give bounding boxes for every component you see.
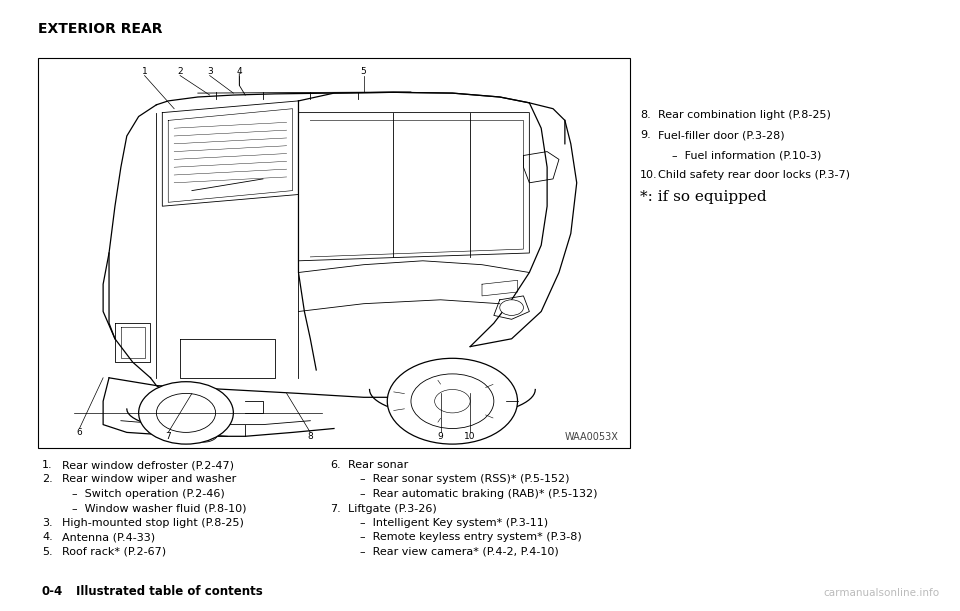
Text: 4: 4	[236, 67, 242, 76]
Text: 7.: 7.	[330, 503, 341, 513]
Text: Roof rack* (P.2-67): Roof rack* (P.2-67)	[62, 547, 166, 557]
Text: High-mounted stop light (P.8-25): High-mounted stop light (P.8-25)	[62, 518, 244, 528]
Ellipse shape	[156, 393, 216, 433]
Bar	[38, 58, 630, 448]
Text: –  Switch operation (P.2-46): – Switch operation (P.2-46)	[72, 489, 225, 499]
Ellipse shape	[387, 358, 517, 444]
Text: WAA0053X: WAA0053X	[564, 432, 618, 442]
Text: 9.: 9.	[640, 130, 651, 140]
Text: Rear window wiper and washer: Rear window wiper and washer	[62, 475, 236, 485]
Text: 0-4: 0-4	[42, 585, 63, 598]
Text: *: if so equipped: *: if so equipped	[640, 190, 767, 204]
Text: Antenna (P.4-33): Antenna (P.4-33)	[62, 533, 156, 543]
Text: 10.: 10.	[640, 170, 658, 180]
Text: 6: 6	[77, 428, 83, 437]
Ellipse shape	[411, 374, 493, 428]
Text: Rear sonar: Rear sonar	[348, 460, 408, 470]
Text: 6.: 6.	[330, 460, 341, 470]
Ellipse shape	[138, 382, 233, 444]
Text: 5: 5	[361, 67, 367, 76]
Text: Fuel-filler door (P.3-28): Fuel-filler door (P.3-28)	[658, 130, 784, 140]
Text: 2.: 2.	[42, 475, 53, 485]
Text: Illustrated table of contents: Illustrated table of contents	[76, 585, 263, 598]
Text: 1.: 1.	[42, 460, 53, 470]
Ellipse shape	[500, 300, 523, 315]
Text: –  Rear automatic braking (RAB)* (P.5-132): – Rear automatic braking (RAB)* (P.5-132…	[360, 489, 597, 499]
Text: 9: 9	[438, 432, 444, 441]
Text: –  Fuel information (P.10-3): – Fuel information (P.10-3)	[672, 150, 822, 160]
Text: 8: 8	[307, 432, 313, 441]
Ellipse shape	[435, 389, 470, 413]
Text: 3: 3	[206, 67, 212, 76]
Text: 10: 10	[465, 432, 476, 441]
Text: 8.: 8.	[640, 110, 651, 120]
Text: –  Intelligent Key system* (P.3-11): – Intelligent Key system* (P.3-11)	[360, 518, 548, 528]
Text: Child safety rear door locks (P.3-7): Child safety rear door locks (P.3-7)	[658, 170, 850, 180]
Text: 5.: 5.	[42, 547, 53, 557]
Text: 3.: 3.	[42, 518, 53, 528]
Text: carmanualsonline.info: carmanualsonline.info	[824, 588, 940, 598]
Text: Rear combination light (P.8-25): Rear combination light (P.8-25)	[658, 110, 830, 120]
Text: EXTERIOR REAR: EXTERIOR REAR	[38, 22, 162, 36]
Text: –  Window washer fluid (P.8-10): – Window washer fluid (P.8-10)	[72, 503, 247, 513]
Text: 1: 1	[142, 67, 148, 76]
Text: Rear window defroster (P.2-47): Rear window defroster (P.2-47)	[62, 460, 234, 470]
Text: 7: 7	[165, 432, 171, 441]
Text: –  Remote keyless entry system* (P.3-8): – Remote keyless entry system* (P.3-8)	[360, 533, 582, 543]
Text: 4.: 4.	[42, 533, 53, 543]
Text: 2: 2	[178, 67, 183, 76]
Text: –  Rear view camera* (P.4-2, P.4-10): – Rear view camera* (P.4-2, P.4-10)	[360, 547, 559, 557]
Ellipse shape	[189, 423, 219, 442]
Text: –  Rear sonar system (RSS)* (P.5-152): – Rear sonar system (RSS)* (P.5-152)	[360, 475, 569, 485]
Text: Liftgate (P.3-26): Liftgate (P.3-26)	[348, 503, 437, 513]
